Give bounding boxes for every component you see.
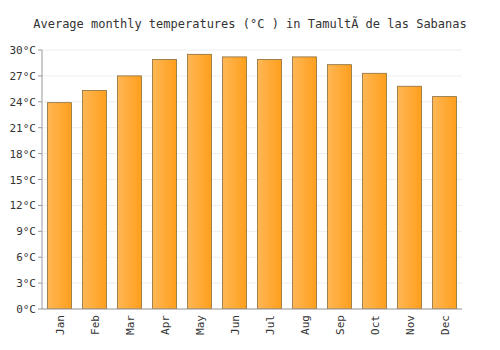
bar (363, 73, 387, 309)
chart: Average monthly temperatures (°C ) in Ta… (0, 0, 500, 350)
x-tick-label: Mar (124, 315, 137, 335)
x-tick-label: Aug (299, 315, 312, 335)
x-tick-label: Jul (264, 315, 277, 335)
title: Average monthly temperatures (°C ) in Ta… (33, 16, 466, 31)
y-tick-label: 0°C (16, 303, 36, 316)
tick-mark (38, 179, 42, 180)
x-tick-label: Jan (54, 315, 67, 335)
bar (328, 65, 352, 309)
grid-line (42, 75, 462, 76)
bar (118, 76, 142, 309)
bar (433, 97, 457, 309)
bar (83, 91, 107, 309)
x-tick-label: Dec (439, 315, 452, 335)
bar (223, 57, 247, 309)
y-tick-label: 18°C (10, 148, 37, 161)
y-tick-label: 15°C (10, 174, 37, 187)
tick-mark (38, 153, 42, 154)
y-tick-label: 6°C (16, 251, 36, 264)
tick-mark (38, 257, 42, 258)
tick-mark (38, 231, 42, 232)
tick-mark (38, 127, 42, 128)
tick-mark (38, 283, 42, 284)
y-tick-label: 12°C (10, 199, 37, 212)
tick-mark (38, 205, 42, 206)
grid-line (42, 309, 462, 310)
x-tick-label: Oct (369, 315, 382, 335)
y-tick-label: 30°C (10, 44, 37, 57)
x-tick-label: Sep (334, 315, 347, 335)
x-tick-label: Jun (229, 315, 242, 335)
y-tick-label: 9°C (16, 225, 36, 238)
x-axis (42, 309, 462, 310)
x-tick-label: Nov (404, 315, 417, 335)
bar (153, 59, 177, 309)
tick-mark (38, 309, 42, 310)
bar (258, 59, 282, 309)
y-tick-label: 27°C (10, 70, 37, 83)
bar (293, 57, 317, 309)
x-tick-label: Feb (89, 315, 102, 335)
bar (188, 54, 212, 309)
tick-mark (38, 101, 42, 102)
x-tick-label: Apr (159, 315, 172, 335)
y-tick-label: 21°C (10, 122, 37, 135)
y-tick-label: 24°C (10, 96, 37, 109)
y-axis (42, 50, 43, 309)
y-tick-label: 3°C (16, 277, 36, 290)
bars (48, 54, 457, 309)
grid-line (42, 50, 462, 51)
bar (48, 103, 72, 309)
x-tick-label: May (194, 315, 207, 335)
tick-mark (38, 50, 42, 51)
bar (398, 86, 422, 309)
tick-mark (38, 75, 42, 76)
